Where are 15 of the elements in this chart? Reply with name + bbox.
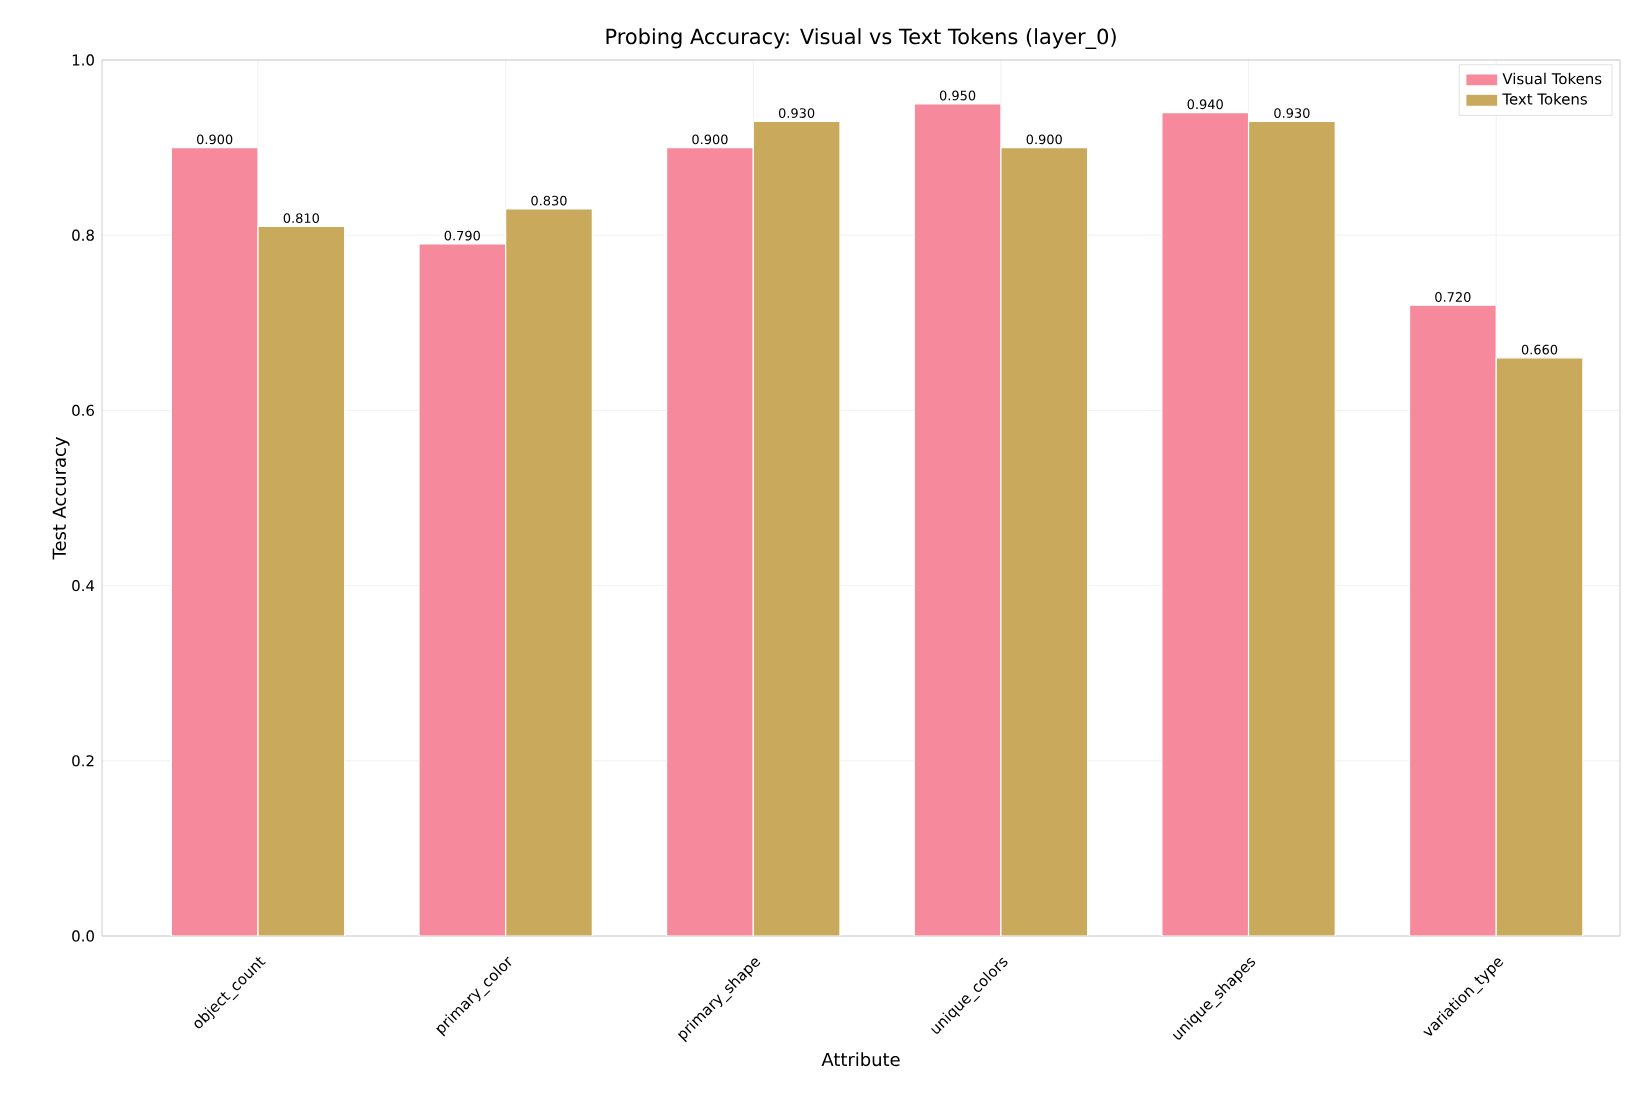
bar: [418, 243, 507, 936]
y-axis-title: Test Accuracy: [52, 437, 70, 560]
bar: [171, 147, 259, 936]
bar: [505, 208, 593, 936]
bar: [258, 226, 345, 936]
bar: [913, 103, 1002, 936]
bar: [752, 120, 841, 936]
bar: [666, 146, 754, 936]
bar: [1495, 357, 1584, 936]
x-axis-title: Attribute: [821, 1052, 900, 1067]
bar: [1161, 111, 1250, 936]
chart-title: Probing Accuracy: Visual vs Text Tokens (layer_0): [606, 28, 1116, 49]
bar: [1000, 146, 1089, 936]
bar: [1408, 304, 1497, 936]
bar: [1247, 120, 1336, 936]
